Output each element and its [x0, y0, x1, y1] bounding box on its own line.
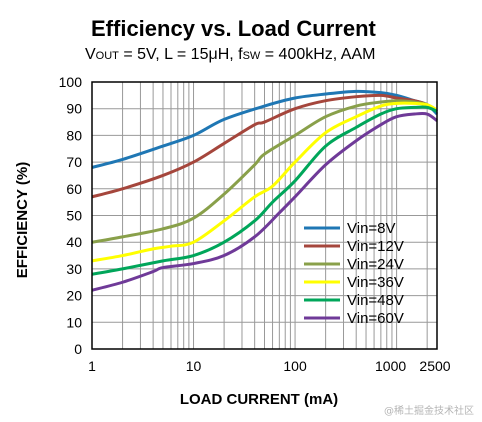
- chart-title: Efficiency vs. Load Current: [91, 16, 377, 41]
- watermark: @稀土掘金技术社区: [384, 404, 474, 417]
- legend-label-vin-12v: Vin=12V: [347, 238, 404, 255]
- x-tick-label: 2500: [419, 358, 450, 374]
- chart-subtitle: VOUT = 5V, L = 15μH, fSW = 400kHz, AAM: [85, 46, 375, 63]
- y-tick-label: 60: [66, 181, 82, 197]
- x-tick-label: 100: [283, 358, 307, 374]
- legend-label-vin-8v: Vin=8V: [347, 220, 396, 237]
- subtitle-vout-sub: OUT: [96, 50, 120, 62]
- y-tick-label: 20: [66, 288, 82, 304]
- x-tick-label: 1: [88, 358, 96, 374]
- series-line-vin-24v: [91, 99, 438, 244]
- series-layer: [91, 89, 439, 292]
- legend-label-vin-24v: Vin=24V: [347, 256, 404, 273]
- subtitle-fsw-sub: SW: [243, 50, 261, 62]
- series-line-vin-60v: [91, 111, 438, 292]
- subtitle-end: = 400kHz, AAM: [260, 46, 375, 63]
- y-tick-label: 0: [74, 341, 82, 357]
- y-tick-label: 70: [66, 154, 82, 170]
- y-tick-label: 90: [66, 101, 82, 117]
- x-tick-label: 10: [186, 358, 202, 374]
- legend-label-vin-36v: Vin=36V: [347, 274, 404, 291]
- plot-frame: [91, 81, 438, 350]
- series-line-vin-36v: [91, 101, 438, 263]
- x-tick-label: 1000: [375, 358, 406, 374]
- y-tick-label: 30: [66, 261, 82, 277]
- x-axis-label: LOAD CURRENT (mA): [180, 391, 338, 408]
- subtitle-vout-v: V: [85, 46, 96, 63]
- grid: [92, 82, 437, 349]
- y-tick-label: 40: [66, 234, 82, 250]
- series-line-vin-12v: [91, 93, 438, 199]
- subtitle-mid: = 5V, L = 15μH, f: [119, 46, 243, 63]
- y-tick-labels: 0 10 20 30 40 50 60 70 80 90 100: [59, 74, 83, 357]
- legend: Vin=8VVin=12VVin=24VVin=36VVin=48VVin=60…: [304, 220, 404, 327]
- y-tick-label: 80: [66, 127, 82, 143]
- series-line-vin-48v: [91, 105, 438, 276]
- y-tick-label: 50: [66, 208, 82, 224]
- legend-label-vin-60v: Vin=60V: [347, 310, 404, 327]
- y-tick-label: 10: [66, 314, 82, 330]
- legend-label-vin-48v: Vin=48V: [347, 292, 404, 309]
- x-tick-labels: 1 10 100 1000 2500: [88, 358, 451, 374]
- y-tick-label: 100: [59, 74, 83, 90]
- y-axis-label: EFFICIENCY (%): [14, 162, 31, 278]
